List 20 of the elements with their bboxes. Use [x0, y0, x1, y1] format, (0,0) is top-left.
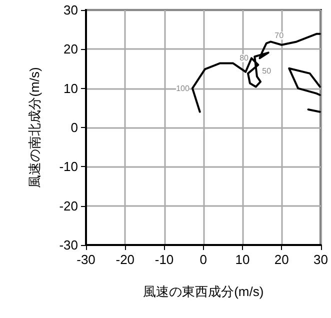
x-tick-label: -20 [116, 252, 135, 267]
y-axis-title: 風速の南北成分(m/s) [27, 67, 42, 188]
x-tick-label: 0 [200, 252, 207, 267]
y-tick-label: -30 [59, 238, 78, 252]
y-tick-label: 20 [64, 42, 78, 57]
x-tick-label: -10 [154, 252, 174, 267]
x-tick-label: 10 [235, 252, 250, 267]
annotation: 80 [240, 54, 250, 63]
y-tick-label: -20 [59, 198, 78, 214]
y-tick-label: -10 [59, 159, 78, 174]
annotation: 70 [274, 31, 284, 40]
x-tick-label: -30 [76, 252, 96, 267]
annotation: 50 [262, 66, 272, 76]
y-tick-label: 10 [64, 80, 78, 96]
x-tick-label: 20 [274, 252, 289, 267]
y-tick-label: 30 [64, 2, 78, 18]
x-axis-title: 風速の東西成分(m/s) [143, 284, 264, 299]
x-tick-label: 30 [314, 252, 328, 267]
annotation: 100 [176, 84, 190, 93]
y-tick-label: 0 [70, 120, 78, 135]
